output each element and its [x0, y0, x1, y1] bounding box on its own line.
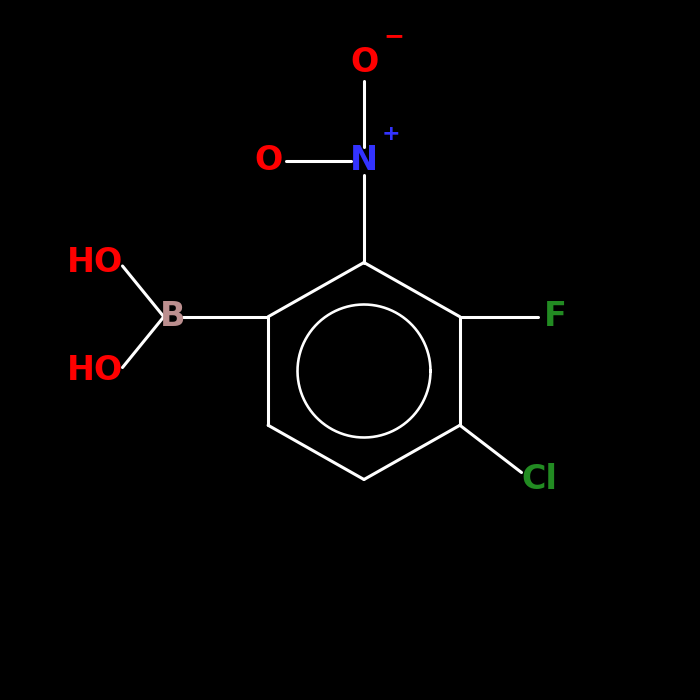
Text: Cl: Cl: [521, 463, 557, 496]
Text: N: N: [350, 144, 378, 178]
Text: F: F: [545, 300, 567, 333]
Text: HO: HO: [66, 246, 122, 279]
Text: −: −: [383, 25, 404, 48]
Text: HO: HO: [66, 354, 122, 388]
Text: B: B: [160, 300, 185, 333]
Text: O: O: [350, 46, 378, 80]
Text: +: +: [382, 125, 400, 144]
Text: O: O: [254, 144, 282, 178]
